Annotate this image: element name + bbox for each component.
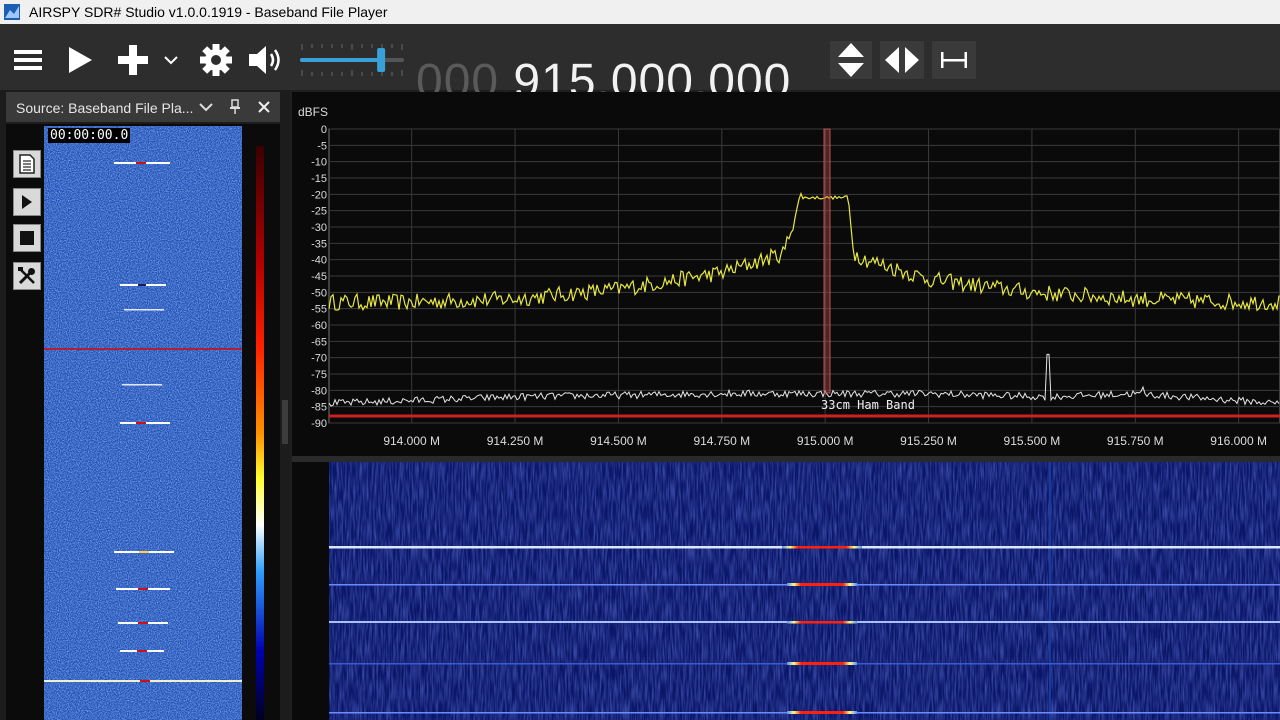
mini-waterfall [44, 126, 242, 720]
title-bar: AIRSPY SDR# Studio v1.0.0.1919 - Baseban… [0, 0, 1280, 24]
volume-thumb [377, 48, 386, 72]
menu-icon [14, 48, 42, 72]
source-panel-header: Source: Baseband File Pla... [6, 92, 280, 122]
panel-collapse-button[interactable] [196, 97, 216, 117]
timecode: 00:00:00.0 [48, 128, 131, 143]
y-tick-label: -30 [311, 222, 327, 234]
noise-floor-trace [328, 353, 1280, 407]
pin-icon [230, 99, 240, 114]
span-button[interactable] [932, 41, 976, 79]
chevron-down-icon [199, 103, 213, 112]
source-panel-title: Source: Baseband File Pla... [16, 100, 194, 116]
x-tick-label: 915.000 M [797, 434, 854, 448]
y-tick-label: -55 [311, 304, 327, 316]
x-tick-label: 915.500 M [1004, 434, 1061, 448]
tools-icon [18, 267, 35, 285]
spur-trace [1049, 462, 1051, 720]
play-icon [22, 195, 32, 209]
close-icon [258, 101, 270, 113]
spectrum-analyzer[interactable]: dBFS 0 -5 -10 -15 -20 -25 -30 -35 -40 -45 -50 -55 -6… [292, 92, 1280, 456]
panel-close-button[interactable] [254, 97, 274, 117]
player-tools-button[interactable] [13, 262, 41, 290]
x-tick-label: 914.250 M [487, 434, 544, 448]
y-tick-labels: 0 -5 -10 -15 -20 -25 -30 -35 -40 -45 -50 -55 -60 -65 -… [311, 124, 327, 430]
y-tick-label: -85 [311, 402, 327, 414]
y-tick-label: -50 [311, 287, 327, 299]
main-toolbar: 000.915.000.000 [0, 24, 1280, 108]
span-icon [940, 50, 968, 70]
waterfall-splitter[interactable] [292, 456, 1280, 462]
step-updown-button[interactable] [830, 41, 872, 79]
main-waterfall[interactable] [292, 462, 1280, 720]
center-frequency-marker [823, 128, 831, 394]
menu-button[interactable] [8, 41, 48, 79]
spectrum-grid [328, 128, 1280, 424]
player-stop-button[interactable] [13, 224, 41, 252]
speaker-icon [247, 43, 287, 77]
y-tick-label: -40 [311, 255, 327, 267]
app-icon [4, 4, 20, 20]
y-tick-label: -10 [311, 157, 327, 169]
add-button[interactable] [114, 41, 152, 79]
document-icon [19, 154, 35, 174]
y-tick-label: -25 [311, 206, 327, 218]
stop-icon [20, 231, 34, 245]
add-icon [117, 44, 149, 76]
y-tick-label: -90 [311, 418, 327, 430]
burst-rows [329, 546, 1280, 714]
spectrum-trace [328, 191, 1280, 312]
y-tick-label: -60 [311, 320, 327, 332]
band-label: 33cm Ham Band [821, 398, 915, 412]
x-tick-label: 915.750 M [1107, 434, 1164, 448]
y-tick-label: -65 [311, 336, 327, 348]
file-player-body: 00:00:00.0 [6, 124, 280, 720]
add-dropdown-button[interactable] [160, 41, 182, 79]
y-tick-label: -20 [311, 189, 327, 201]
source-panel: Source: Baseband File Pla... [0, 90, 290, 720]
left-right-icon [883, 45, 921, 75]
volume-fill [300, 58, 382, 62]
y-tick-label: -35 [311, 238, 327, 250]
y-unit-label: dBFS [298, 105, 328, 119]
x-tick-label: 914.000 M [383, 434, 440, 448]
y-tick-label: -5 [317, 140, 327, 152]
settings-button[interactable] [196, 41, 236, 79]
spectrum-panel: dBFS 0 -5 -10 -15 -20 -25 -30 -35 -40 -45 -50 -55 -6… [292, 92, 1280, 720]
x-tick-label: 914.500 M [590, 434, 647, 448]
player-play-button[interactable] [13, 188, 41, 216]
x-tick-labels: 914.000 M 914.250 M 914.500 M 914.750 M 915.… [383, 434, 1267, 448]
play-button[interactable] [62, 41, 98, 79]
color-scale-bar [256, 146, 264, 720]
x-tick-label: 916.000 M [1210, 434, 1267, 448]
y-tick-label: -70 [311, 353, 327, 365]
y-tick-label: -15 [311, 173, 327, 185]
x-tick-label: 915.250 M [900, 434, 957, 448]
y-tick-label: -75 [311, 369, 327, 381]
x-tick-label: 914.750 M [693, 434, 750, 448]
window-title: AIRSPY SDR# Studio v1.0.0.1919 - Baseban… [29, 4, 388, 20]
step-leftright-button[interactable] [880, 41, 924, 79]
panel-pin-button[interactable] [225, 97, 245, 117]
panel-splitter[interactable] [282, 400, 288, 444]
gear-icon [199, 43, 233, 77]
volume-slider[interactable] [298, 38, 410, 82]
y-tick-label: -45 [311, 271, 327, 283]
y-tick-label: -80 [311, 385, 327, 397]
up-down-icon [836, 41, 866, 79]
y-tick-label: 0 [321, 124, 327, 136]
chevron-down-icon [164, 55, 178, 65]
mute-button[interactable] [246, 41, 288, 79]
play-icon [67, 46, 93, 74]
open-file-button[interactable] [13, 150, 41, 178]
